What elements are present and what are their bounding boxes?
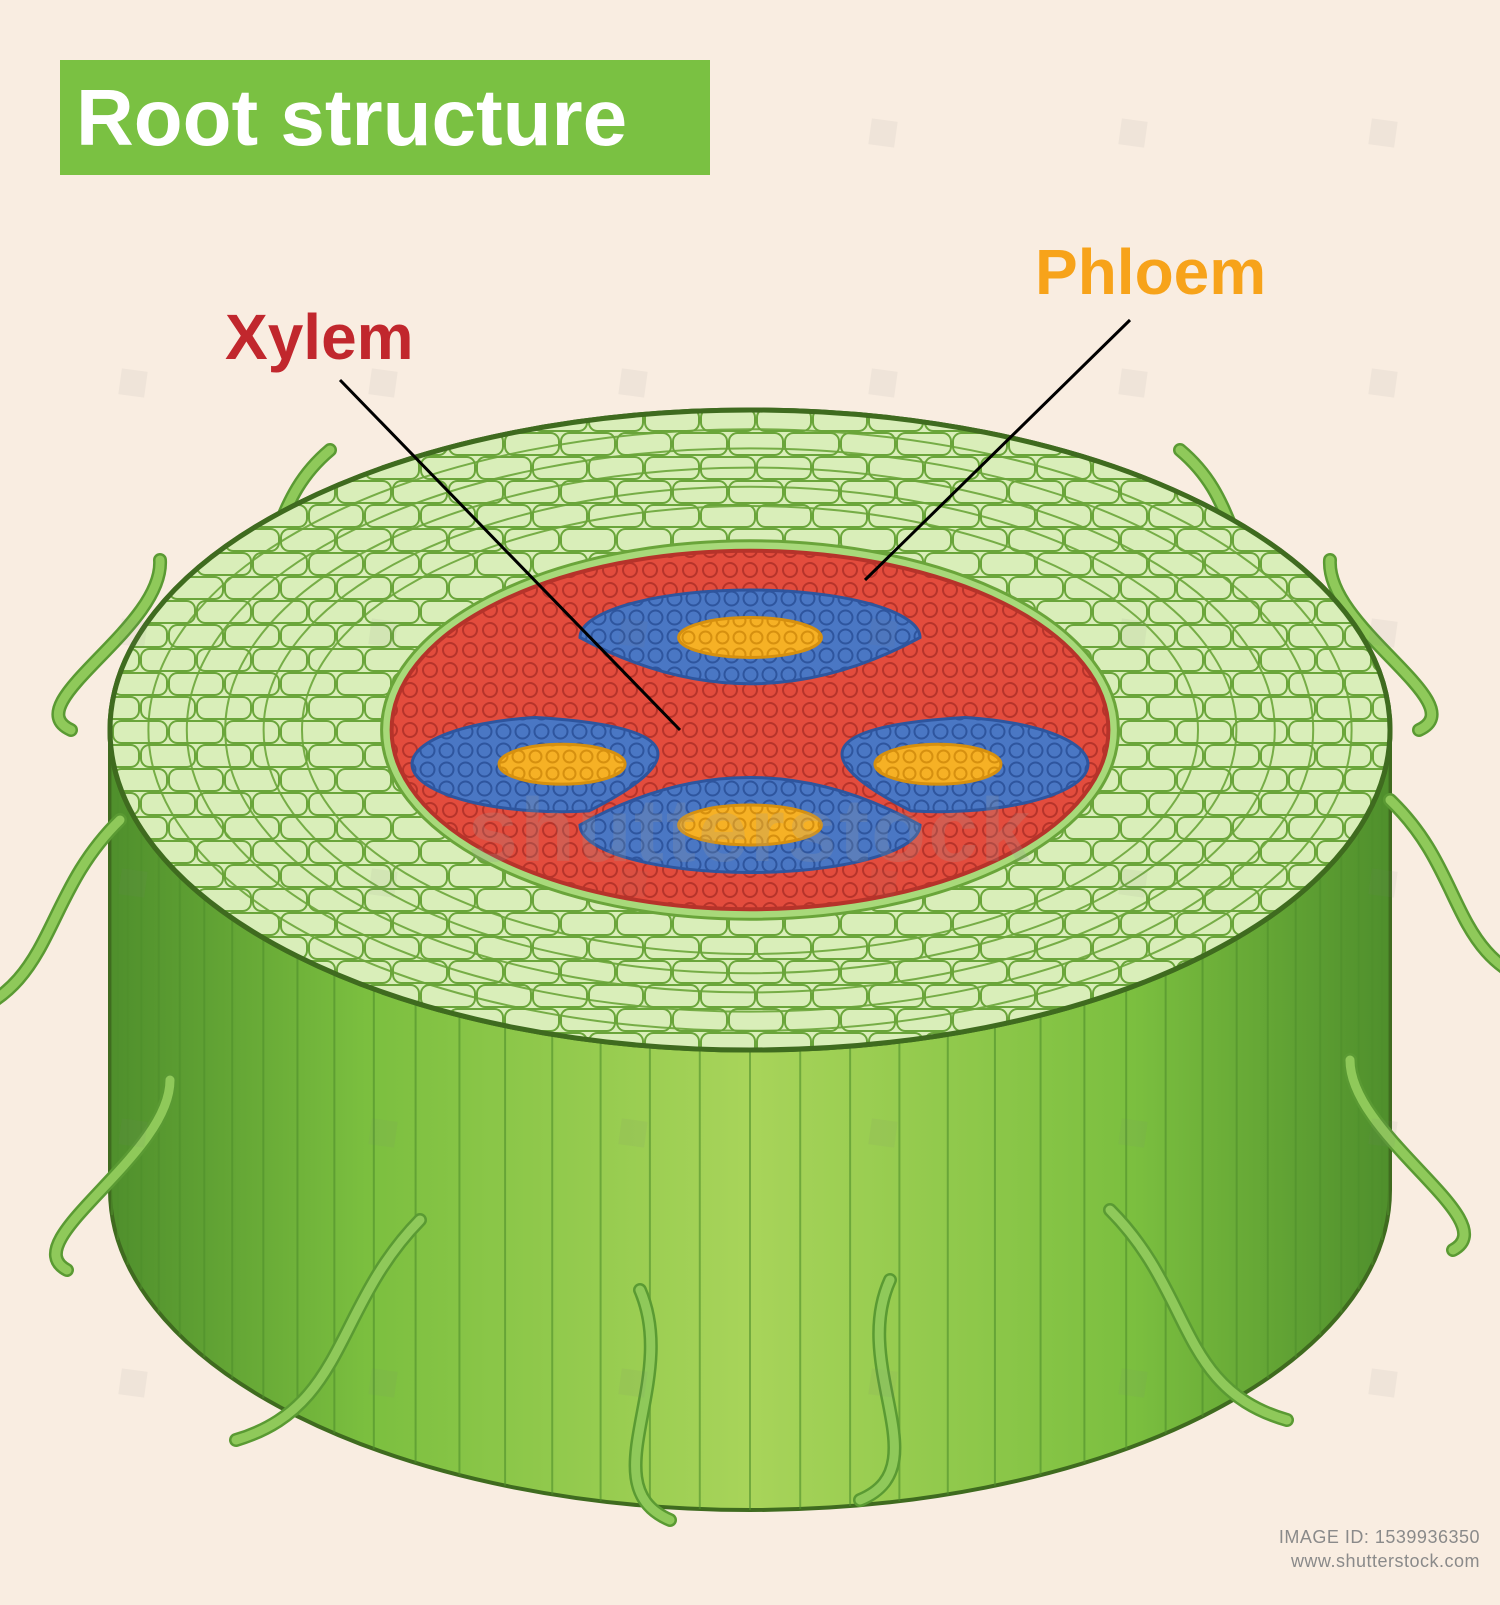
label-phloem-text: Phloem bbox=[1035, 236, 1266, 308]
root-structure-svg bbox=[0, 0, 1500, 1600]
label-xylem-text: Xylem bbox=[225, 301, 414, 373]
title-banner: Root structure bbox=[60, 60, 710, 175]
label-xylem: Xylem bbox=[225, 300, 414, 374]
label-phloem: Phloem bbox=[1035, 235, 1266, 309]
title-text: Root structure bbox=[76, 73, 627, 162]
footer-url: www.shutterstock.com bbox=[1291, 1551, 1480, 1572]
footer-image-id: IMAGE ID: 1539936350 bbox=[1279, 1527, 1480, 1548]
diagram-canvas bbox=[0, 0, 1500, 1600]
